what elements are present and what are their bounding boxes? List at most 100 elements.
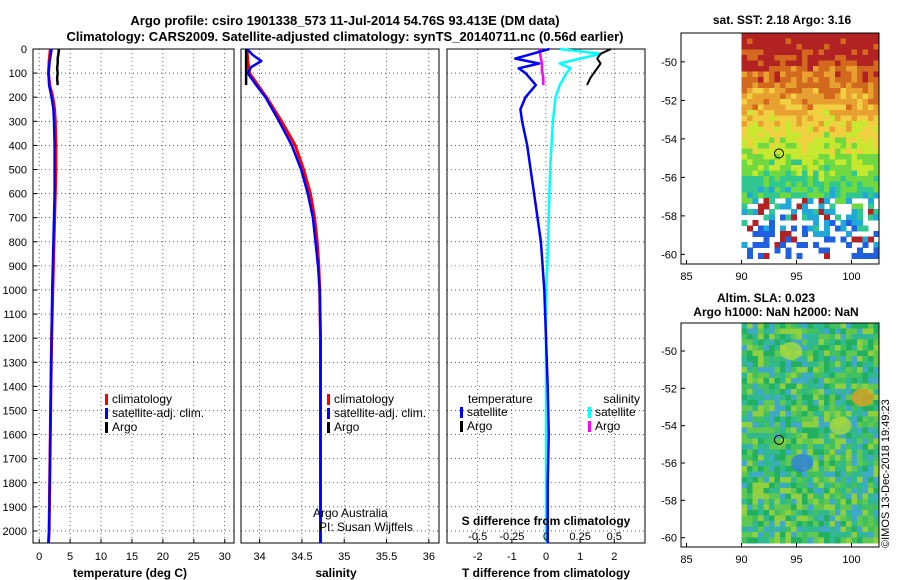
map-cell — [873, 532, 880, 538]
map-cell — [818, 104, 825, 111]
legend-label: satellite — [595, 405, 636, 419]
map-cell — [763, 405, 770, 412]
map-cell — [873, 33, 880, 39]
map-cell — [873, 466, 880, 472]
map-cell — [824, 334, 830, 340]
map-cell — [873, 438, 880, 445]
map-cell — [785, 460, 792, 467]
map-cell — [758, 350, 764, 357]
map-cell — [829, 99, 836, 105]
map-cell — [758, 33, 764, 39]
map-cell — [807, 515, 814, 522]
map-cell — [769, 99, 775, 105]
map-cell — [873, 99, 880, 105]
map-cell — [774, 504, 781, 511]
map-cell — [829, 433, 836, 439]
map-cell — [763, 444, 770, 450]
map-cell — [840, 148, 847, 155]
map-cell — [818, 55, 825, 61]
map-cell — [818, 110, 825, 116]
map-cell — [785, 482, 792, 489]
map-cell — [758, 154, 764, 160]
map-cell — [758, 405, 764, 412]
map-cell — [785, 82, 792, 89]
map-cell — [846, 99, 852, 105]
map-cell — [796, 110, 803, 116]
map-cell — [747, 532, 753, 538]
map-cell — [873, 60, 880, 67]
map-cell — [813, 521, 819, 527]
map-cell — [769, 493, 775, 500]
map-cell — [780, 449, 786, 456]
map-cell — [846, 88, 852, 94]
map-cell — [763, 482, 770, 489]
map-cell — [824, 88, 830, 94]
map-cell — [807, 427, 814, 434]
map-cell — [791, 154, 797, 160]
map-cell — [796, 416, 803, 423]
map-cell — [802, 499, 808, 505]
map-cell — [741, 115, 748, 122]
map-cell — [846, 192, 852, 199]
map-cell — [873, 477, 880, 483]
map-cell — [780, 499, 786, 505]
map-cell — [846, 400, 852, 406]
map-cell — [785, 526, 792, 533]
map-cell — [747, 394, 753, 401]
map-cell — [813, 334, 819, 340]
map-cell — [791, 170, 797, 177]
map-cell — [846, 372, 852, 379]
map-cell — [747, 225, 753, 232]
map-cell — [752, 66, 759, 72]
map-cell — [862, 471, 869, 478]
depth-tick-label: 1900 — [3, 502, 27, 514]
map-cell — [829, 323, 836, 329]
map-cell — [813, 361, 819, 368]
map-cell — [785, 159, 792, 166]
map-cell — [752, 170, 759, 177]
map-cell — [785, 192, 792, 199]
map-cell — [747, 77, 753, 83]
map-cell — [868, 126, 874, 133]
x-tick-label: 36 — [423, 551, 435, 563]
map-cell — [769, 510, 775, 516]
map-cell — [758, 55, 764, 61]
map-cell — [862, 515, 869, 522]
map-cell — [807, 394, 814, 401]
map-cell — [758, 488, 764, 494]
map-cell — [829, 49, 836, 56]
legend-label: climatology — [334, 392, 394, 406]
map-cell — [857, 143, 863, 149]
map-cell — [807, 477, 814, 483]
map-cell — [802, 187, 808, 193]
map-cell — [851, 181, 858, 188]
map-cell — [747, 350, 753, 357]
map-cell — [747, 460, 753, 467]
map-cell — [846, 532, 852, 538]
map-cell — [780, 176, 786, 182]
map-cell — [752, 181, 759, 188]
map-cell — [818, 71, 825, 78]
map-cell — [818, 422, 825, 428]
map-cell — [747, 510, 753, 516]
map-cell — [741, 372, 748, 379]
map-cell — [769, 521, 775, 527]
map-cell — [791, 137, 797, 144]
map-cell — [824, 416, 830, 423]
map-cell — [785, 198, 792, 204]
map-cell — [780, 192, 786, 199]
map-cell — [807, 154, 814, 160]
map-cell — [769, 214, 775, 221]
map-cell — [796, 411, 803, 417]
map-cell — [840, 488, 847, 494]
map-cell — [780, 521, 786, 527]
map-cell — [747, 44, 753, 50]
map-cell — [873, 110, 880, 116]
map-cell — [758, 82, 764, 89]
map-cell — [796, 433, 803, 439]
map-cell — [829, 115, 836, 122]
map-cell — [769, 77, 775, 83]
map-cell — [873, 115, 880, 122]
map-cell — [747, 334, 753, 340]
